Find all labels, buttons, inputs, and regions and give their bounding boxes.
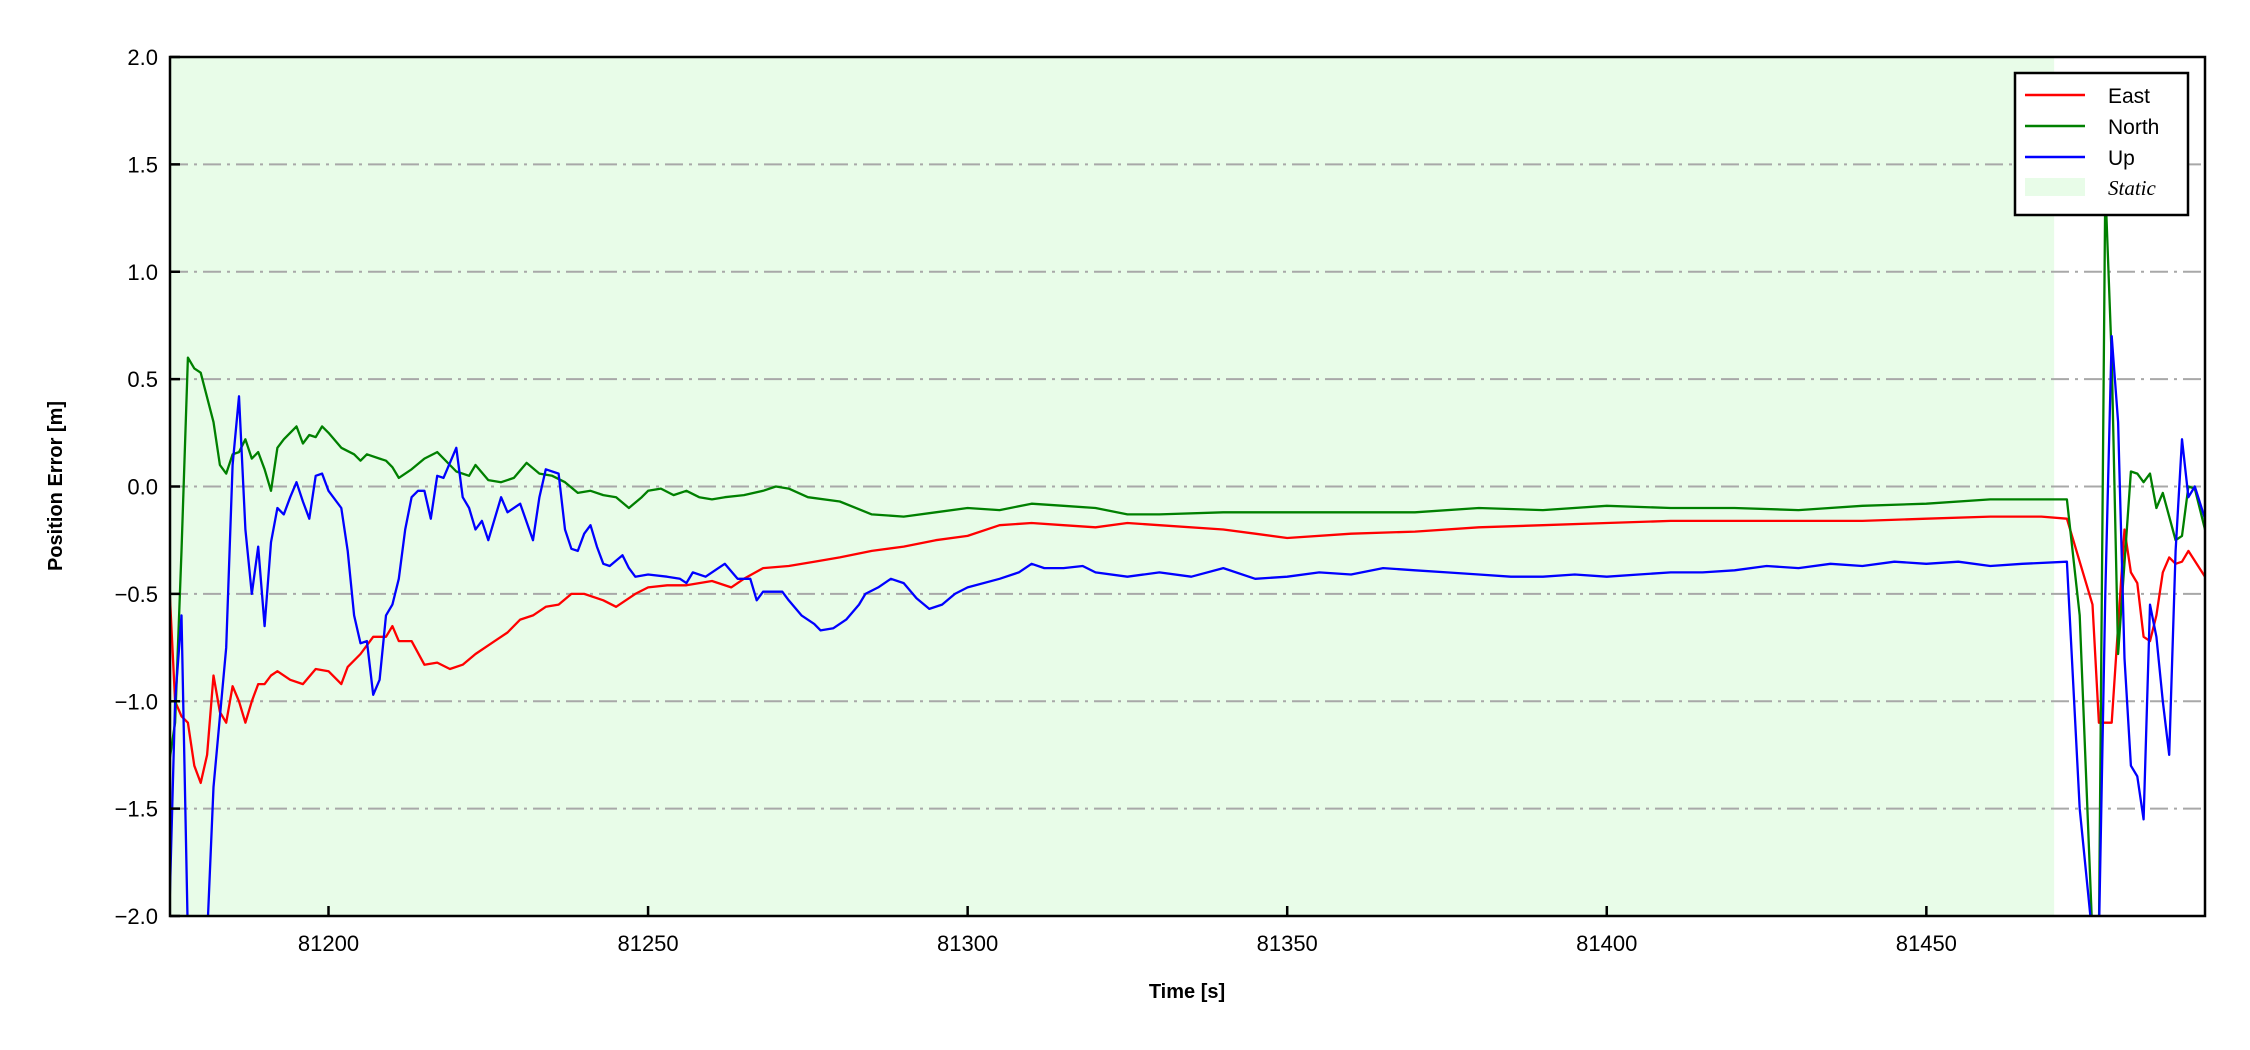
x-tick-label: 81400	[1576, 931, 1637, 956]
y-tick-label: 0.5	[127, 367, 158, 392]
legend-north-label: North	[2108, 116, 2159, 139]
y-tick-label: −1.5	[115, 797, 158, 822]
y-tick-label: −1.0	[115, 689, 158, 714]
y-tick-label: 1.0	[127, 260, 158, 285]
series	[170, 184, 2205, 916]
legend-static-label: Static	[2108, 176, 2157, 200]
y-tick-label: −2.0	[115, 904, 158, 929]
x-tick-label: 81350	[1257, 931, 1318, 956]
ticks: −2.0 −1.5 −1.0 −0.5 0.0 0.5 1.0 1.5 2.0 81200 8125…	[115, 45, 1957, 956]
legend-up-label: Up	[2108, 147, 2135, 170]
grid	[170, 163, 2205, 810]
legend: East North Up Static	[2013, 71, 2190, 217]
x-tick-label: 81450	[1896, 931, 1957, 956]
y-tick-label: −0.5	[115, 582, 158, 607]
x-tick-label: 81300	[937, 931, 998, 956]
legend-static-swatch	[2025, 178, 2085, 196]
y-tick-label: 1.5	[127, 152, 158, 177]
y-axis-label: Position Error [m]	[45, 401, 67, 571]
x-tick-label: 81200	[298, 931, 359, 956]
x-tick-label: 81250	[617, 931, 678, 956]
x-axis-label: Time [s]	[1149, 981, 1225, 1003]
legend-east-label: East	[2108, 85, 2150, 108]
series-line-up	[170, 335, 2205, 916]
series-line-north	[170, 184, 2205, 916]
y-tick-label: 0.0	[127, 475, 158, 500]
y-tick-label: 2.0	[127, 45, 158, 70]
series-line-east	[170, 515, 2205, 785]
